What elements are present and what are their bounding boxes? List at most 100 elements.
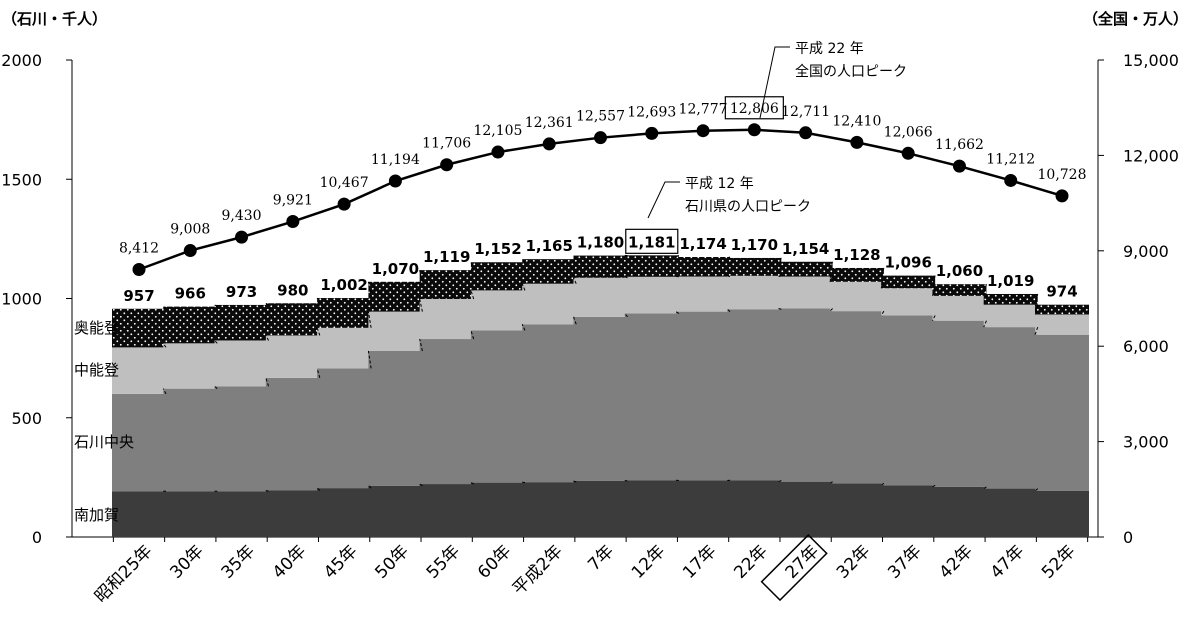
national-line-point bbox=[235, 231, 248, 244]
connector-line bbox=[266, 490, 269, 491]
series-label: 南加賀 bbox=[74, 506, 119, 524]
bar-segment bbox=[984, 294, 1038, 305]
bar-segment bbox=[830, 311, 884, 483]
bar-segment bbox=[574, 481, 628, 537]
national-line-point bbox=[850, 136, 863, 149]
bar-segment bbox=[317, 328, 371, 369]
bar-segment bbox=[727, 480, 781, 537]
national-line-label: 12,693 bbox=[627, 104, 676, 120]
national-line-label: 12,777 bbox=[679, 102, 728, 118]
total-label: 1,181 bbox=[628, 233, 675, 251]
national-peak-annotation-line1: 平成 22 年 bbox=[795, 41, 864, 57]
bar-segment bbox=[368, 486, 422, 537]
total-label: 1,019 bbox=[987, 272, 1034, 290]
total-label: 1,180 bbox=[577, 234, 624, 252]
total-label: 1,002 bbox=[320, 276, 367, 294]
national-line-label: 12,105 bbox=[473, 123, 522, 139]
national-line-label: 11,706 bbox=[422, 136, 471, 152]
bar-segment bbox=[932, 321, 986, 487]
bar-segment bbox=[215, 491, 269, 537]
national-line-label: 12,361 bbox=[525, 115, 574, 131]
bar-segment bbox=[779, 277, 833, 309]
bar-segment bbox=[368, 351, 422, 486]
bar-segment bbox=[625, 314, 679, 481]
total-label: 973 bbox=[226, 283, 257, 301]
bar-segment bbox=[1035, 491, 1089, 537]
bar-segment bbox=[522, 284, 576, 325]
national-line-label: 8,412 bbox=[119, 240, 159, 256]
national-line-label: 10,467 bbox=[320, 175, 369, 191]
total-label: 1,128 bbox=[833, 246, 880, 264]
x-tick-label: 40年 bbox=[269, 541, 310, 582]
x-tick-label: 32年 bbox=[833, 541, 874, 582]
bar-segment bbox=[830, 268, 884, 282]
bar-segment bbox=[727, 309, 781, 480]
left-y-tick-label: 1000 bbox=[1, 290, 42, 309]
x-tick-label: 45年 bbox=[320, 541, 361, 582]
bar-segment bbox=[163, 389, 217, 492]
national-line-point bbox=[491, 146, 504, 159]
bar-segment bbox=[625, 255, 679, 276]
bar-segment bbox=[1035, 335, 1089, 491]
connector-line bbox=[779, 309, 782, 310]
national-line-label: 9,921 bbox=[273, 193, 313, 209]
bar-segment bbox=[522, 324, 576, 482]
bar-segment bbox=[368, 282, 422, 312]
x-tick-label: 12年 bbox=[628, 541, 669, 582]
x-tick-label: 42年 bbox=[936, 541, 977, 582]
bar-segment bbox=[215, 340, 269, 386]
national-line-point bbox=[1056, 189, 1069, 202]
national-line-label: 11,662 bbox=[935, 137, 984, 153]
national-line-label: 12,066 bbox=[884, 124, 933, 140]
bar-segment bbox=[266, 335, 320, 377]
national-line-point bbox=[543, 137, 556, 150]
national-line-point bbox=[286, 215, 299, 228]
x-tick-label: 17年 bbox=[679, 541, 720, 582]
national-line-point bbox=[902, 147, 915, 160]
national-line-point bbox=[748, 123, 761, 136]
national-line-point bbox=[184, 244, 197, 257]
bar-segment bbox=[215, 305, 269, 341]
ishikawa-peak-leader bbox=[648, 182, 680, 218]
bar-segment bbox=[1035, 314, 1089, 334]
national-line-point bbox=[440, 158, 453, 171]
right-y-tick-label: 12,000 bbox=[1123, 146, 1179, 165]
national-line-label: 11,194 bbox=[371, 152, 420, 168]
x-tick-label: 37年 bbox=[884, 541, 925, 582]
series-label: 奥能登 bbox=[74, 319, 119, 337]
left-axis-title: （石川・千人） bbox=[2, 10, 107, 28]
bar-segment bbox=[727, 276, 781, 309]
bar-segment bbox=[368, 312, 422, 351]
bar-segment bbox=[266, 303, 320, 335]
bar-segment bbox=[420, 270, 474, 299]
bar-segment bbox=[522, 259, 576, 284]
total-label: 1,070 bbox=[372, 260, 419, 278]
right-y-tick-label: 3,000 bbox=[1123, 433, 1169, 452]
total-label: 974 bbox=[1046, 283, 1077, 301]
bar-segment bbox=[163, 343, 217, 388]
bar-segment bbox=[984, 305, 1038, 327]
bar-segment bbox=[215, 386, 269, 491]
bar-segment bbox=[163, 307, 217, 344]
national-line-label: 9,008 bbox=[170, 222, 210, 238]
bar-segment bbox=[112, 347, 166, 394]
bar-segment bbox=[471, 483, 525, 537]
national-line-point bbox=[645, 127, 658, 140]
bar-segment bbox=[112, 309, 166, 348]
national-line-label: 12,711 bbox=[781, 104, 830, 120]
x-tick-label: 47年 bbox=[987, 541, 1028, 582]
bar-segment bbox=[574, 317, 628, 481]
bar-segment bbox=[676, 480, 730, 537]
total-label: 1,170 bbox=[731, 236, 778, 254]
national-line-label: 11,212 bbox=[986, 151, 1035, 167]
bar-segment bbox=[881, 276, 935, 289]
bar-segment bbox=[676, 277, 730, 312]
bar-segment bbox=[779, 309, 833, 482]
bar-segment bbox=[727, 258, 781, 276]
x-tick-label: 55年 bbox=[423, 541, 464, 582]
national-line-point bbox=[799, 126, 812, 139]
right-y-tick-label: 6,000 bbox=[1123, 337, 1169, 356]
left-y-tick-label: 2000 bbox=[1, 51, 42, 70]
